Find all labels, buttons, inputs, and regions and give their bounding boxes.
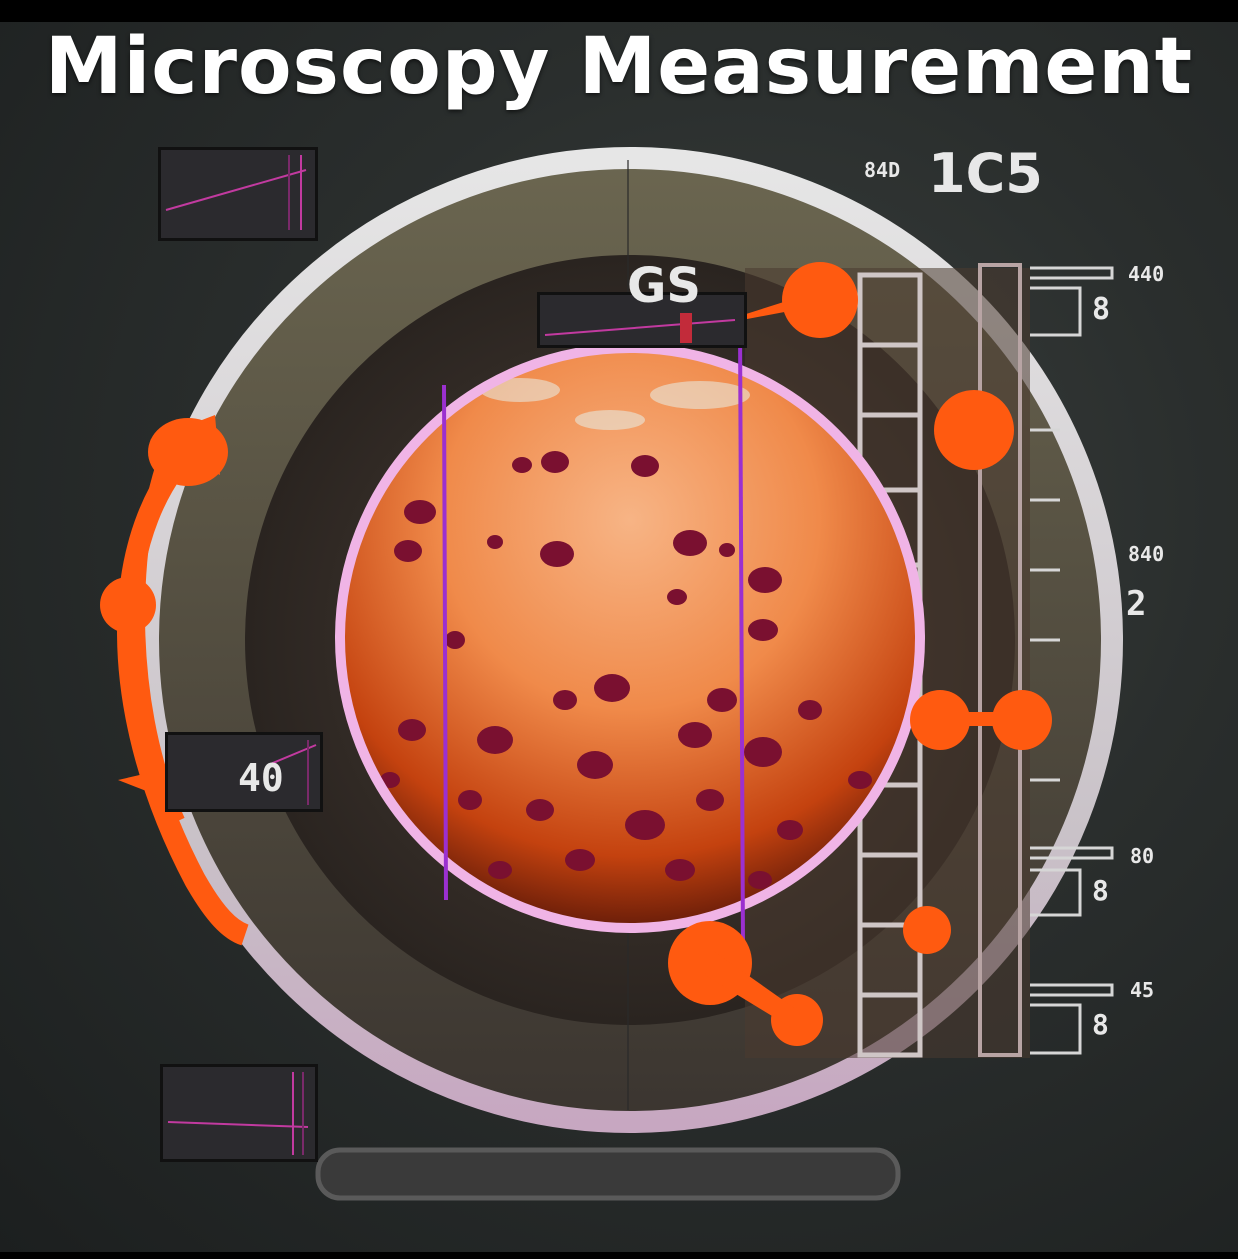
scale-4-small-label: 45 — [1130, 978, 1155, 1002]
thumbnail-bottom-left[interactable] — [160, 1064, 318, 1162]
measurement-lines — [442, 324, 745, 946]
scale-1-small-label: 440 — [1128, 262, 1165, 286]
lens-outer-ring — [137, 147, 1123, 1133]
left-readout-label: 40 — [238, 756, 284, 800]
specimen-view — [335, 343, 925, 933]
scale-3-large-label: 8 — [1092, 874, 1109, 907]
scale-4-large-label: 8 — [1092, 1008, 1109, 1041]
top-small-label: 84D — [864, 158, 901, 182]
stage-bar[interactable] — [315, 1147, 901, 1201]
thumbnail-left-middle[interactable] — [165, 732, 323, 812]
scale-3-small-label: 80 — [1130, 844, 1155, 868]
center-tag-label: GS — [627, 258, 701, 314]
page-title: Microscopy Measurement — [44, 22, 1194, 112]
top-large-label: 1C5 — [928, 142, 1043, 205]
measurement-markers — [668, 262, 1052, 1046]
thumbnail-center-top[interactable] — [537, 292, 747, 348]
scale-2-large-label: 2 — [1126, 584, 1147, 624]
thumbnail-top-left[interactable] — [158, 147, 318, 241]
focus-arc — [100, 415, 250, 946]
scale-2-small-label: 840 — [1128, 542, 1165, 566]
scale-1-large-label: 8 — [1092, 292, 1111, 327]
